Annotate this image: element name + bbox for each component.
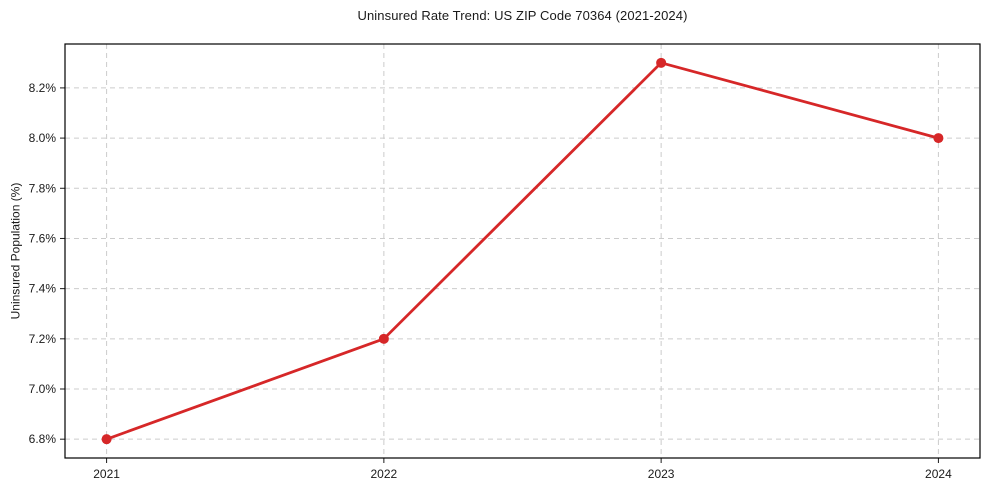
x-tick-label: 2022: [371, 467, 398, 481]
trend-line: [105, 61, 940, 441]
y-tick-label: 8.0%: [29, 131, 57, 145]
plot-border: [64, 43, 981, 459]
x-tick-label: 2021: [93, 467, 120, 481]
y-tick-label: 7.0%: [29, 382, 57, 396]
y-tick-label: 6.8%: [29, 432, 57, 446]
data-point-marker: [378, 333, 389, 344]
y-tick-label: 7.8%: [29, 181, 57, 195]
x-tick-label: 2023: [648, 467, 675, 481]
y-tick-label: 7.4%: [29, 282, 57, 296]
y-tick-label: 7.6%: [29, 231, 57, 245]
data-point-marker: [933, 133, 944, 144]
y-tick-label: 8.2%: [29, 81, 57, 95]
data-point-marker: [656, 57, 667, 68]
data-point-marker: [101, 434, 112, 445]
chart-title: Uninsured Rate Trend: US ZIP Code 70364 …: [357, 8, 688, 23]
x-tick-label: 2024: [925, 467, 952, 481]
y-tick-label: 7.2%: [29, 332, 57, 346]
